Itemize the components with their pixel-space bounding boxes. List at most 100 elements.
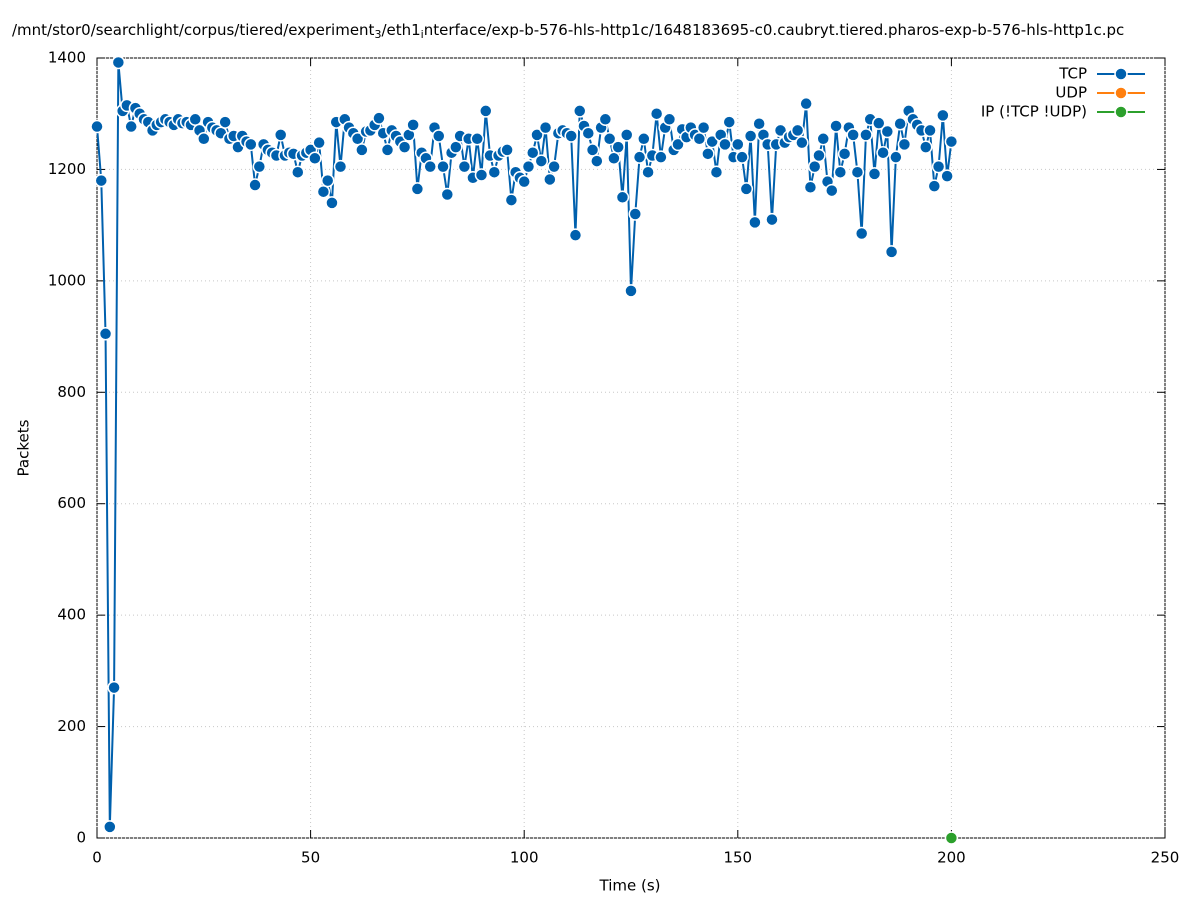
data-point <box>936 108 950 123</box>
data-point <box>124 119 138 134</box>
data-point <box>722 115 737 129</box>
data-point <box>111 55 126 70</box>
data-point <box>799 96 813 111</box>
data-point <box>325 196 339 210</box>
y-tick-label: 1400 <box>48 49 86 67</box>
y-tick-label: 1200 <box>48 160 86 178</box>
data-point <box>628 207 643 221</box>
data-point <box>927 179 942 193</box>
data-point <box>765 212 779 227</box>
data-point <box>320 173 335 188</box>
data-point <box>718 137 732 152</box>
data-point <box>812 148 826 163</box>
plot-frame <box>96 57 1166 839</box>
data-point <box>854 226 869 241</box>
title-part: /eth1 <box>381 21 420 39</box>
x-tick-label: 100 <box>510 849 539 867</box>
data-point <box>423 159 437 174</box>
data-point <box>564 129 578 143</box>
title-part: 3 <box>374 28 381 41</box>
data-point <box>743 129 758 143</box>
data-point <box>940 169 954 183</box>
data-point <box>479 104 493 118</box>
data-point <box>701 147 715 161</box>
data-point <box>543 172 557 187</box>
data-point <box>244 137 258 152</box>
data-point <box>449 140 463 154</box>
data-point <box>923 123 937 138</box>
data-point <box>291 165 305 179</box>
data-point <box>607 151 621 166</box>
data-point <box>611 140 625 154</box>
legend-label: TCP <box>1058 65 1087 83</box>
data-point <box>654 150 668 164</box>
data-point <box>333 159 348 174</box>
data-point <box>816 132 830 146</box>
data-point <box>487 165 502 179</box>
chart-title: /mnt/stor0/searchlight/corpus/tiered/exp… <box>12 21 1124 42</box>
data-point <box>641 165 655 179</box>
x-tick-label: 150 <box>723 849 752 867</box>
x-axis-label: Time (s) <box>599 877 661 895</box>
data-point <box>833 165 848 179</box>
data-point <box>94 173 109 188</box>
data-point <box>525 145 540 160</box>
data-point <box>521 159 536 174</box>
data-point <box>590 154 604 168</box>
data-point <box>103 820 117 834</box>
data-point <box>197 132 211 146</box>
data-point <box>671 137 685 152</box>
legend-label: IP (!TCP !UDP) <box>981 103 1087 121</box>
x-tick-label: 50 <box>301 849 320 867</box>
data-point <box>735 150 749 164</box>
data-point <box>944 134 959 149</box>
data-point <box>218 115 232 129</box>
data-point <box>90 119 104 134</box>
data-point <box>893 116 907 131</box>
data-point <box>748 215 762 230</box>
legend-marker <box>1114 86 1128 100</box>
data-point <box>538 120 553 135</box>
data-point <box>312 135 326 150</box>
data-point <box>380 143 395 157</box>
y-tick-label: 0 <box>76 829 86 847</box>
data-point <box>406 118 420 132</box>
data-point <box>919 140 933 154</box>
data-point <box>944 831 959 845</box>
data-point <box>624 284 638 298</box>
data-point <box>632 150 647 164</box>
data-point <box>889 150 903 164</box>
data-point <box>474 168 489 182</box>
legend-marker <box>1114 67 1128 81</box>
data-point <box>248 178 262 192</box>
y-tick-label: 800 <box>57 383 86 401</box>
legend-label: UDP <box>1055 84 1087 102</box>
data-point <box>897 137 912 152</box>
data-point <box>517 174 531 189</box>
data-point <box>372 111 386 125</box>
data-point <box>500 143 514 157</box>
data-point <box>530 128 544 142</box>
title-part: nterface/exp-b-576-hls-http1c/1648183695… <box>424 21 1125 39</box>
data-point <box>585 143 600 157</box>
data-point <box>581 126 596 140</box>
data-point <box>837 147 852 161</box>
data-point <box>619 128 634 142</box>
data-point <box>440 187 455 202</box>
data-point <box>504 193 519 207</box>
data-point <box>572 104 587 118</box>
x-tick-label: 0 <box>92 849 102 867</box>
legend-marker <box>1114 105 1128 119</box>
data-point <box>436 159 450 174</box>
y-tick-label: 600 <box>57 494 86 512</box>
y-tick-label: 400 <box>57 606 86 624</box>
data-point <box>397 140 412 154</box>
data-point <box>931 159 946 174</box>
data-point <box>807 159 822 174</box>
data-point <box>867 167 882 181</box>
y-tick-label: 200 <box>57 717 86 735</box>
title-part: i <box>421 28 424 41</box>
data-point <box>872 116 886 130</box>
data-point <box>795 135 809 150</box>
